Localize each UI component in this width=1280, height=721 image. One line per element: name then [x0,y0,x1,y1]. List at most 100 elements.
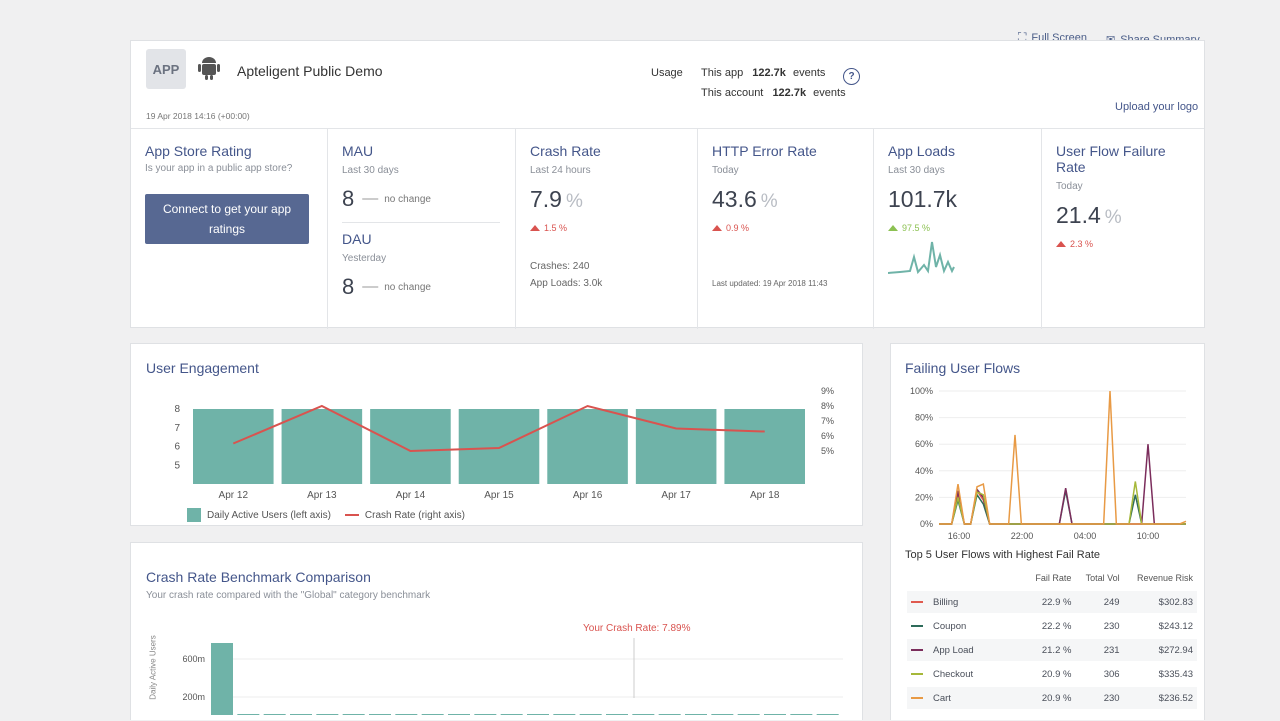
flow-row[interactable]: Checkout 20.9 % 306 $335.43 [907,661,1197,686]
flow-fail-rate: 20.9 % [1025,685,1076,709]
metric-http-error[interactable]: HTTP Error Rate Today 43.6% 0.9 % Last u… [697,129,873,329]
y-tick: 60% [915,439,933,449]
metric-app-store: App Store Rating Is your app in a public… [131,129,327,329]
crash-count: Crashes: 240 [530,261,590,272]
benchmark-bar [579,714,602,715]
x-tick: Apr 13 [307,490,337,501]
up-arrow-icon [1056,241,1066,247]
series-line-cart [939,390,1187,525]
dau-bar [193,409,274,484]
flow-total-vol: 230 [1075,613,1124,638]
benchmark-subtitle: Your crash rate compared with the "Globa… [146,590,431,601]
col-revenue-risk: Revenue Risk [1136,573,1193,583]
app-loads-sparkline [887,241,955,275]
benchmark-bar [790,714,813,715]
flow-fail-rate: 22.9 % [1025,589,1076,614]
crash-rate-subtitle: Last 24 hours [530,165,591,176]
flow-failure-subtitle: Today [1056,181,1083,192]
crash-rate-unit: % [565,191,583,212]
flow-total-vol: 231 [1075,637,1124,662]
flow-name-cell: Checkout [907,661,1025,686]
engagement-legend: Daily Active Users (left axis) Crash Rat… [187,508,465,522]
flow-revenue-risk: $302.83 [1123,589,1197,614]
up-arrow-icon [530,225,540,231]
x-tick: Apr 15 [484,490,514,501]
metric-crash-rate[interactable]: Crash Rate Last 24 hours 7.9% 1.5 % Cras… [515,129,697,329]
dau-change: no change [384,281,431,293]
mau-subtitle: Last 30 days [342,165,399,176]
benchmark-bar [553,714,576,715]
col-total-vol: Total Vol [1085,573,1120,583]
connect-ratings-button[interactable]: Connect to get your app ratings [145,194,309,244]
http-error-value-row: 43.6% [712,186,859,213]
http-error-value: 43.6 [712,186,757,212]
x-tick: Apr 12 [219,490,249,501]
failing-flows-card: Failing User Flows 0% 20% 40% 60% 80% 100% 16:… [890,343,1205,720]
flow-color-swatch [911,672,923,675]
y-right-tick: 7% [821,416,834,426]
benchmark-bar [685,714,707,715]
dau-title: DAU [342,231,372,247]
y-right-tick: 8% [821,401,834,411]
benchmark-bar [500,714,523,715]
benchmark-bar [711,714,734,715]
flow-revenue-risk: $335.43 [1123,661,1197,686]
failing-flows-title: Failing User Flows [905,360,1021,376]
flow-name: Cart [933,692,951,704]
app-loads-title: App Loads [888,143,955,159]
http-error-title: HTTP Error Rate [712,143,817,159]
flow-failure-unit: % [1104,207,1122,228]
metric-mau-dau: MAU Last 30 days 8 — no change DAU Yeste… [327,129,515,329]
benchmark-bar [606,714,628,715]
flow-fail-rate: 20.9 % [1025,661,1076,686]
metric-flow-failure[interactable]: User Flow Failure Rate Today 21.4% 2.3 % [1041,129,1204,329]
benchmark-bar [658,714,681,715]
flow-total-vol: 306 [1075,661,1124,686]
user-engagement-card: User Engagement 5 6 7 8 5% 6% 7% 8% 9% Apr 12 Apr … [130,343,863,526]
flow-name-cell: Billing [907,589,1025,614]
fullscreen-icon: ⛶ [1018,30,1027,44]
app-name: Apteligent Public Demo [237,63,383,79]
crash-rate-value-row: 7.9% [530,186,683,213]
flow-revenue-risk: $243.12 [1123,613,1197,638]
flow-row[interactable]: Coupon 22.2 % 230 $243.12 [907,613,1197,638]
x-tick: Apr 16 [573,490,603,501]
benchmark-bar [737,714,760,715]
upload-logo-link[interactable]: Upload your logo [1115,101,1199,113]
y-tick: 0% [920,519,933,529]
app-loads-subtitle: Last 30 days [888,165,945,176]
benchmark-title: Crash Rate Benchmark Comparison [146,569,371,585]
dau-value-row: 8 — no change [342,274,431,299]
crash-rate-value: 7.9 [530,186,562,212]
benchmark-bar [369,714,391,715]
metric-app-loads[interactable]: App Loads Last 30 days 101.7k 97.5 % [873,129,1041,329]
dau-subtitle: Yesterday [342,253,387,264]
failing-flows-chart: 0% 20% 40% 60% 80% 100% 16:00 22:00 04:00 10:00 [910,386,1187,541]
flow-row[interactable]: Billing 22.9 % 249 $302.83 [907,589,1197,614]
dau-bar [458,409,540,484]
y-tick: 80% [915,413,933,423]
flow-total-vol: 249 [1075,589,1124,614]
x-tick: Apr 17 [661,490,691,501]
crash-app-loads: App Loads: 3.0k [530,278,603,289]
your-crash-rate-label: Your Crash Rate: 7.89% [583,623,691,634]
help-icon[interactable]: ? [843,68,860,85]
benchmark-bar [421,714,444,715]
user-engagement-title: User Engagement [146,360,259,376]
x-tick: 04:00 [1074,531,1097,541]
flow-color-swatch [911,648,923,651]
usage-this-app: This app 122.7k events [701,67,826,79]
flow-row[interactable]: Cart 20.9 % 230 $236.52 [907,685,1197,709]
benchmark-bar [527,714,549,715]
benchmark-bar [290,714,312,715]
flows-table: Fail Rate Total Vol Revenue Risk Billing… [907,567,1197,709]
x-tick: 16:00 [948,531,971,541]
flow-revenue-risk: $272.94 [1123,637,1197,662]
http-error-delta: 0.9 % [712,223,859,233]
mau-value: 8 [342,186,355,211]
mau-title: MAU [342,143,374,159]
dau-bar [370,409,451,484]
legend-dau-swatch [187,508,201,522]
flow-row[interactable]: App Load 21.2 % 231 $272.94 [907,637,1197,662]
mau-value-row: 8 — no change [342,186,431,211]
